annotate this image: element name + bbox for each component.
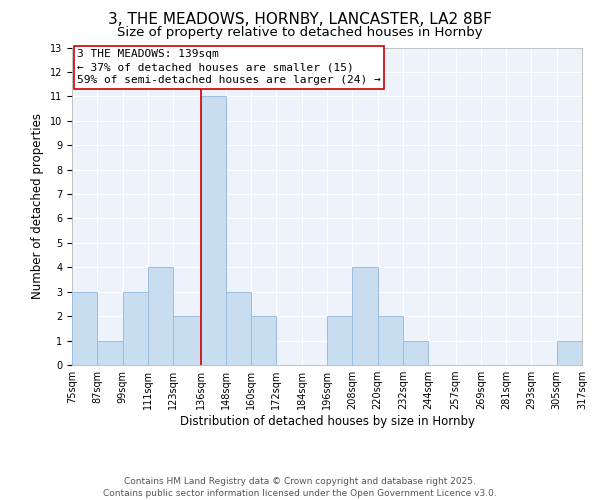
Bar	[226, 292, 251, 365]
Bar	[200, 96, 226, 365]
X-axis label: Distribution of detached houses by size in Hornby: Distribution of detached houses by size …	[179, 415, 475, 428]
Bar	[403, 340, 428, 365]
Bar	[377, 316, 403, 365]
Bar	[173, 316, 200, 365]
Text: 3, THE MEADOWS, HORNBY, LANCASTER, LA2 8BF: 3, THE MEADOWS, HORNBY, LANCASTER, LA2 8…	[108, 12, 492, 28]
Bar	[148, 268, 173, 365]
Text: 3 THE MEADOWS: 139sqm
← 37% of detached houses are smaller (15)
59% of semi-deta: 3 THE MEADOWS: 139sqm ← 37% of detached …	[77, 49, 381, 86]
Bar	[72, 292, 97, 365]
Bar	[122, 292, 148, 365]
Bar	[352, 268, 377, 365]
Bar	[327, 316, 352, 365]
Bar	[97, 340, 122, 365]
Bar	[251, 316, 277, 365]
Y-axis label: Number of detached properties: Number of detached properties	[31, 114, 44, 299]
Bar	[557, 340, 582, 365]
Text: Size of property relative to detached houses in Hornby: Size of property relative to detached ho…	[117, 26, 483, 39]
Text: Contains HM Land Registry data © Crown copyright and database right 2025.
Contai: Contains HM Land Registry data © Crown c…	[103, 476, 497, 498]
